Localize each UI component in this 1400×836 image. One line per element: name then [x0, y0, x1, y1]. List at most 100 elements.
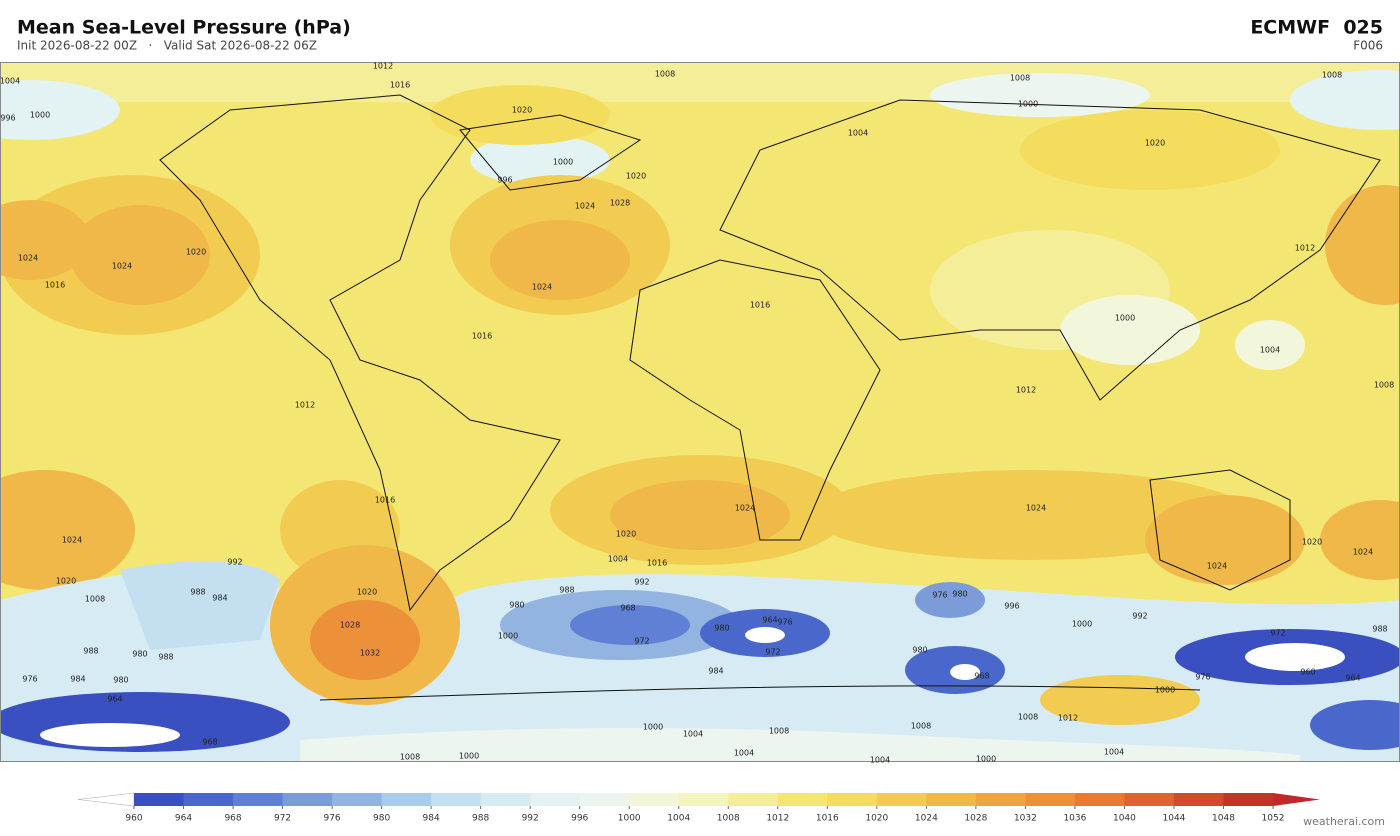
colorbar-tick-label: 1004: [667, 814, 690, 824]
colorbar-tick-label: 960: [125, 814, 142, 824]
contour-label: 1004: [683, 730, 703, 739]
colorbar-bin: [1124, 793, 1175, 806]
contour-label: 1012: [1016, 386, 1036, 395]
contour-label: 1004: [734, 749, 754, 758]
colorbar-tick-label: 988: [472, 814, 489, 824]
colorbar-tick-label: 992: [522, 814, 539, 824]
contour-label: 1008: [1374, 381, 1394, 390]
colorbar-bin: [1173, 793, 1224, 806]
contour-label: 976: [932, 591, 947, 600]
colorbar-bin: [282, 793, 333, 806]
contour-label: 1008: [400, 753, 420, 762]
contour-label: 988: [190, 588, 205, 597]
contour-label: 1020: [357, 588, 377, 597]
colorbar-bin: [530, 793, 581, 806]
colorbar-bin: [876, 793, 927, 806]
colorbar-tick-label: 1052: [1262, 814, 1285, 824]
colorbar-bin: [926, 793, 977, 806]
colorbar-tick-label: 1036: [1063, 814, 1086, 824]
contour-label: 1012: [373, 62, 393, 71]
colorbar-bin: [183, 793, 234, 806]
contour-label: 1020: [56, 577, 76, 586]
contour-label: 1008: [769, 727, 789, 736]
contour-label: 968: [620, 604, 635, 613]
contour-label: 1008: [655, 70, 675, 79]
contour-label: 1000: [643, 723, 663, 732]
contour-label: 1000: [976, 755, 996, 764]
contour-label: 1020: [1302, 538, 1322, 547]
contour-label: 1016: [750, 301, 770, 310]
colorbar-bin: [678, 793, 729, 806]
contour-label: 1012: [295, 401, 315, 410]
contour-label: 1008: [911, 722, 931, 731]
contour-label: 976: [777, 618, 792, 627]
colorbar-bin: [233, 793, 284, 806]
contour-label: 1000: [1072, 620, 1092, 629]
colorbar-tick-label: 996: [571, 814, 588, 824]
contour-label: 1032: [360, 649, 380, 658]
contour-label: 1020: [512, 106, 532, 115]
colorbar-tick-label: 1048: [1212, 814, 1235, 824]
colorbar-bin: [332, 793, 383, 806]
contour-label: 1016: [472, 332, 492, 341]
colorbar-tick-label: 1040: [1113, 814, 1136, 824]
contour-label: 968: [202, 738, 217, 747]
contour-label: 1000: [498, 632, 518, 641]
contour-label: 996: [0, 114, 15, 123]
contour-label: 1004: [848, 129, 868, 138]
colorbar-tick-label: 964: [175, 814, 192, 824]
contour-label: 972: [634, 637, 649, 646]
colorbar-tick-label: 1020: [865, 814, 888, 824]
colorbar: 960 964 968 972 976 980 984 988 992 996 1000 1004 10…: [77, 792, 1320, 824]
contour-label: 984: [708, 667, 723, 676]
colorbar-over: [1273, 793, 1320, 806]
colorbar-bin: [579, 793, 630, 806]
contour-label: 1020: [1145, 139, 1165, 148]
contour-label: 1008: [1322, 71, 1342, 80]
contour-label: 1000: [459, 752, 479, 761]
colorbar-bin: [1025, 793, 1076, 806]
contour-label: 976: [22, 675, 37, 684]
contour-label: 1008: [1018, 713, 1038, 722]
colorbar-tick-label: 1012: [766, 814, 789, 824]
colorbar-tick-label: 976: [323, 814, 340, 824]
forecast-hour: F006: [1353, 39, 1383, 53]
colorbar-bin: [629, 793, 680, 806]
contour-label: 976: [1195, 673, 1210, 682]
colorbar-tick-label: 1044: [1163, 814, 1186, 824]
contour-label: 1024: [1353, 548, 1373, 557]
contour-label: 1024: [735, 504, 755, 513]
contour-label: 992: [1132, 612, 1147, 621]
contour-label: 1004: [0, 77, 20, 86]
contour-label: 1016: [45, 281, 65, 290]
colorbar-tick-label: 968: [224, 814, 241, 824]
colorbar-tick-label: 972: [274, 814, 291, 824]
contour-label: 984: [212, 594, 227, 603]
pressure-field: [0, 62, 1400, 762]
contour-label: 1020: [186, 248, 206, 257]
colorbar-tick-label: 984: [423, 814, 440, 824]
contour-label: 1000: [1115, 314, 1135, 323]
contour-label: 1028: [340, 621, 360, 630]
contour-label: 964: [107, 695, 122, 704]
contour-label: 984: [70, 675, 85, 684]
contour-label: 1024: [1207, 562, 1227, 571]
colorbar-bin: [134, 793, 185, 806]
contour-label: 992: [227, 558, 242, 567]
colorbar-tick-label: 1024: [915, 814, 938, 824]
title: Mean Sea-Level Pressure (hPa): [17, 17, 351, 39]
contour-label: 988: [83, 647, 98, 656]
contour-label: 1024: [18, 254, 38, 263]
contour-label: 972: [1270, 629, 1285, 638]
contour-label: 988: [1372, 625, 1387, 634]
contour-label: 980: [714, 624, 729, 633]
contour-label: 1004: [1104, 748, 1124, 757]
colorbar-bin: [381, 793, 432, 806]
contour-label: 1016: [390, 81, 410, 90]
contour-label: 1020: [626, 172, 646, 181]
contour-label: 968: [974, 672, 989, 681]
colorbar-bin: [431, 793, 482, 806]
colorbar-tick-label: 1008: [717, 814, 740, 824]
coastlines: [159, 94, 1381, 701]
